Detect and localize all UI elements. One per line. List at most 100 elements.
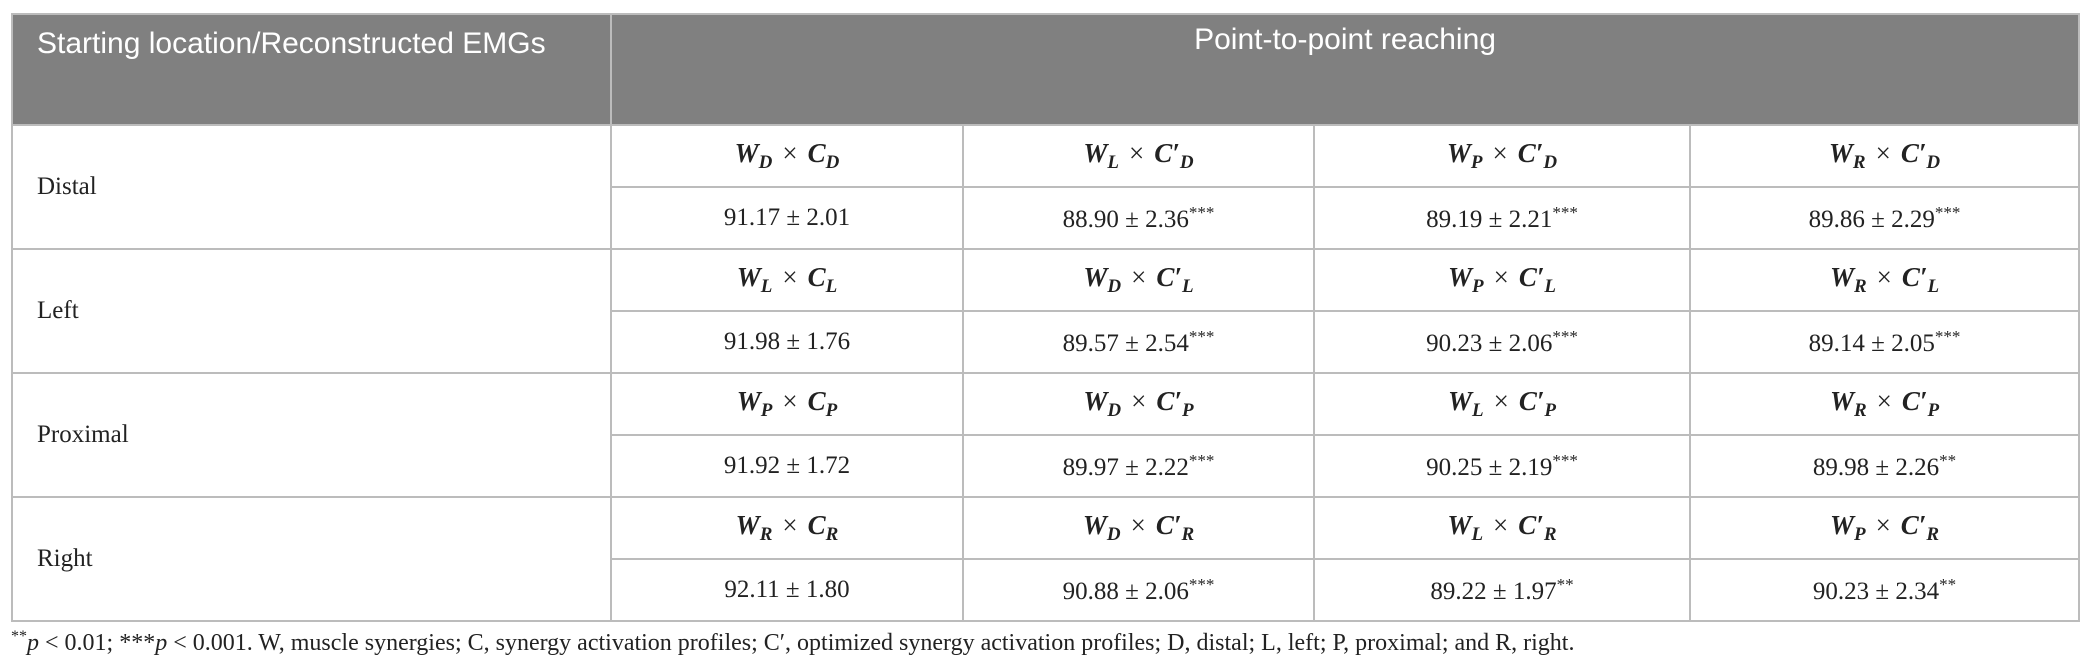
significance: ***	[1552, 450, 1578, 470]
symbol: W	[736, 386, 761, 416]
formula: WD × CD	[734, 138, 840, 173]
subscript: L	[1471, 400, 1484, 421]
subscript: D	[1543, 152, 1558, 173]
operator: ×	[1129, 138, 1145, 168]
significance: ***	[1552, 202, 1578, 222]
symbol: C′	[1156, 262, 1182, 292]
formula: WP × CP	[736, 386, 837, 421]
value: 89.14 ± 2.05	[1808, 329, 1935, 357]
header-cell: Starting location/Reconstructed EMGs	[11, 13, 612, 126]
subscript: D	[1107, 400, 1122, 421]
symbol: C′	[1156, 386, 1182, 416]
value: 89.19 ± 2.21	[1426, 205, 1553, 233]
value: 90.23 ± 2.06	[1426, 329, 1553, 357]
value-cell: 90.88 ± 2.06***	[962, 558, 1315, 622]
subscript: P	[1853, 524, 1866, 545]
value-row: 91.98 ± 1.76 89.57 ± 2.54*** 90.23 ± 2.06*…	[12, 310, 2081, 374]
symbol: C′	[1901, 386, 1928, 416]
symbol: C′	[1154, 138, 1180, 168]
subscript: D	[825, 152, 840, 173]
value: 91.92 ± 1.72	[723, 452, 851, 479]
symbol: C′	[1518, 386, 1545, 416]
header-cell: Point-to-point reaching	[609, 13, 2081, 126]
formula: WP × C′L	[1448, 262, 1556, 297]
formula-cell: WP × C′L	[1313, 248, 1691, 312]
subscript: D	[1179, 152, 1194, 173]
table-wrap: Starting location/Reconstructed EMGs Poi…	[11, 13, 2081, 622]
operator: ×	[1875, 510, 1891, 540]
row-label: Proximal	[11, 372, 612, 498]
operator: ×	[1493, 510, 1509, 540]
symbol: W	[1082, 510, 1107, 540]
footnote-part: < 0.01; ***	[39, 630, 156, 656]
value-cell: 89.22 ± 1.97**	[1313, 558, 1691, 622]
subscript: R	[759, 524, 773, 545]
symbol: W	[1829, 386, 1854, 416]
subscript: D	[1926, 152, 1941, 173]
subscript: P	[1471, 276, 1484, 297]
symbol: W	[735, 510, 760, 540]
significance: ***	[1188, 450, 1215, 470]
formula-cell: WP × C′R	[1688, 496, 2081, 560]
value-cell: 89.86 ± 2.29***	[1688, 186, 2081, 250]
symbol: W	[734, 138, 759, 168]
formula: WD × C′P	[1083, 386, 1193, 421]
value: 90.88 ± 2.06	[1062, 577, 1189, 605]
value-cell: 89.98 ± 2.26**	[1688, 434, 2081, 498]
significance: ***	[1188, 202, 1215, 222]
symbol: C′	[1517, 138, 1544, 168]
symbol: C	[807, 262, 826, 292]
symbol: C	[807, 510, 826, 540]
subscript: L	[760, 276, 773, 297]
formula-cell: WL × C′D	[962, 124, 1315, 188]
symbol: C′	[1518, 262, 1545, 292]
formula: WD × C′L	[1083, 262, 1193, 297]
formula: WR × C′P	[1829, 386, 1939, 421]
subscript: R	[1852, 152, 1866, 173]
symbol: W	[1446, 138, 1471, 168]
subscript: R	[825, 524, 839, 545]
operator: ×	[1493, 386, 1509, 416]
subscript: R	[1543, 524, 1557, 545]
subscript: P	[1927, 400, 1940, 421]
row-label: Left	[11, 248, 612, 374]
formula-cell: WD × C′L	[962, 248, 1315, 312]
value-cell: 90.25 ± 2.19***	[1313, 434, 1691, 498]
subscript: R	[1926, 524, 1940, 545]
symbol: C′	[1155, 510, 1182, 540]
row-label: Distal	[11, 124, 612, 250]
header-row: Starting location/Reconstructed EMGs Poi…	[11, 13, 2081, 126]
subscript: R	[1853, 400, 1867, 421]
significance: **	[1939, 574, 1957, 594]
footnote: **p < 0.01; ***p < 0.001. W, muscle syne…	[11, 628, 1574, 657]
subscript: L	[1471, 524, 1484, 545]
formula-cell: WD × CD	[610, 124, 964, 188]
symbol: W	[736, 262, 761, 292]
symbol: C′	[1518, 510, 1544, 540]
subscript: R	[1853, 276, 1867, 297]
significance: ***	[1552, 326, 1578, 346]
significance: ***	[1188, 326, 1215, 346]
subscript: D	[1106, 524, 1121, 545]
formula-cell: WL × C′R	[1313, 496, 1691, 560]
value-row: 91.17 ± 2.01 88.90 ± 2.36*** 89.19 ± 2.21*…	[12, 186, 2081, 250]
formula: WL × C′D	[1083, 138, 1193, 173]
symbol: W	[1083, 262, 1108, 292]
subscript: L	[825, 276, 838, 297]
value-cell: 89.14 ± 2.05***	[1688, 310, 2081, 374]
operator: ×	[782, 510, 798, 540]
value: 92.11 ± 1.80	[724, 576, 850, 603]
value: 89.57 ± 2.54	[1062, 329, 1189, 357]
operator: ×	[782, 386, 798, 416]
subscript: P	[1181, 400, 1194, 421]
operator: ×	[1493, 262, 1509, 292]
formula: WP × C′D	[1446, 138, 1557, 173]
value-cell: 91.98 ± 1.76	[610, 310, 964, 374]
operator: ×	[1131, 262, 1147, 292]
operator: ×	[1876, 386, 1892, 416]
symbol: W	[1447, 386, 1472, 416]
operator: ×	[1876, 262, 1892, 292]
formula-cell: WD × C′P	[962, 372, 1315, 436]
table: Starting location/Reconstructed EMGs Poi…	[11, 13, 2081, 622]
value: 89.97 ± 2.22	[1062, 453, 1189, 481]
